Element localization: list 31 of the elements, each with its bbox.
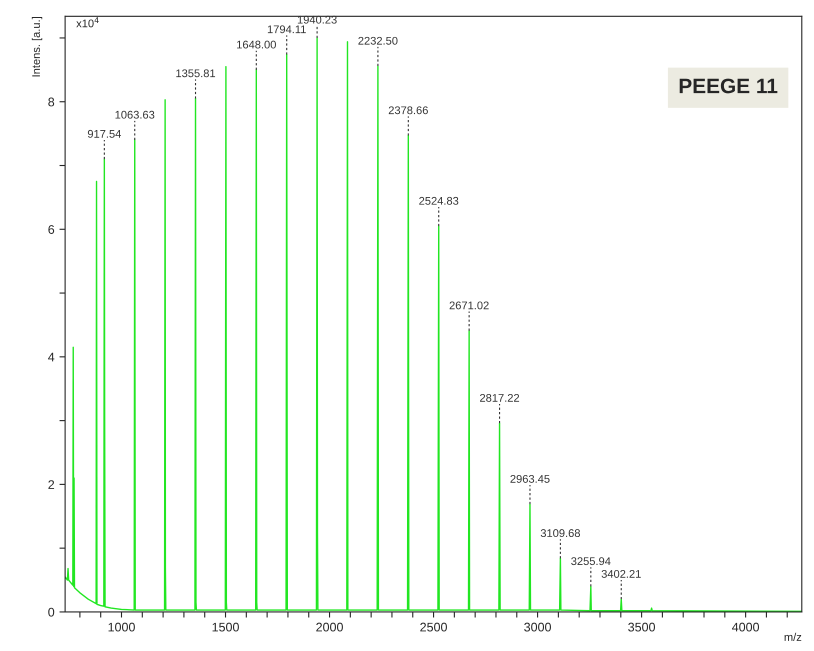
- annotation: 1648.00: [237, 40, 276, 49]
- y-axis-title: Intens. [a.u.]: [32, 17, 42, 76]
- annotation: 3109.68: [540, 529, 580, 538]
- annotation: 2524.83: [419, 196, 458, 205]
- annotation: 1794.11: [268, 25, 306, 34]
- x-tick-label: 1500: [212, 622, 239, 632]
- y-tick-label: 0: [48, 608, 54, 617]
- annotation: 917.54: [88, 130, 122, 138]
- x-tick-label: 3500: [628, 622, 656, 632]
- x-tick-label: 3000: [524, 622, 551, 632]
- annotation: 2378.66: [388, 106, 428, 114]
- y-tick-label: 2: [48, 480, 54, 489]
- x-tick-label: 2000: [316, 622, 343, 632]
- x-tick-label: 2500: [420, 622, 447, 632]
- annotation: 2963.45: [510, 474, 550, 483]
- x-axis-title: m/z: [784, 632, 802, 641]
- annotation: 3255.94: [571, 557, 611, 566]
- y-tick-label: 4: [48, 352, 54, 362]
- y-tick-label: 8: [48, 98, 54, 106]
- annotation: 2817.22: [480, 394, 520, 402]
- annotation: 1940.23: [298, 16, 337, 24]
- annotation: 1063.63: [116, 110, 154, 119]
- annotation: 2232.50: [358, 36, 398, 45]
- annotation: 1355.81: [176, 69, 216, 78]
- annotation: x10$^{4}$: [76, 17, 99, 28]
- annotation: 2671.02: [450, 301, 489, 310]
- annotation: 3402.21: [602, 570, 641, 578]
- x-tick-label: 1000: [108, 622, 135, 632]
- y-tick-label: 6: [48, 225, 54, 234]
- text: PEEGE 11: [680, 78, 778, 94]
- x-tick-label: 4000: [732, 622, 760, 632]
